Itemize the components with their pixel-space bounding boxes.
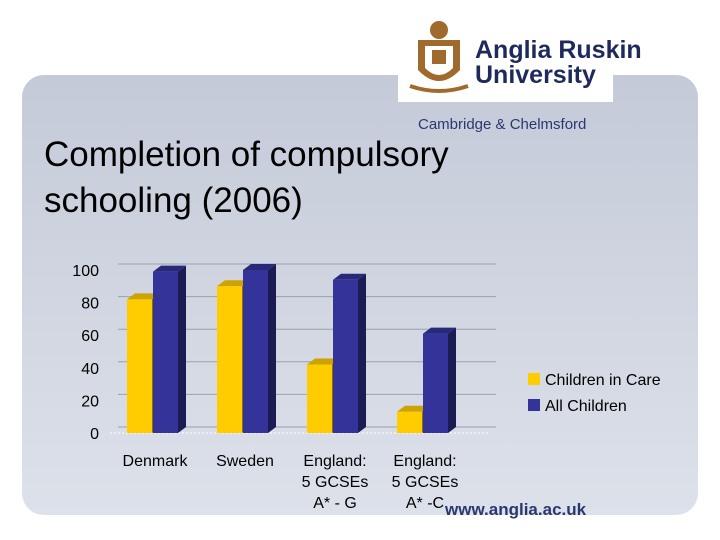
bar-top [127,293,160,300]
bar-top [333,273,366,280]
x-tick-label-line: England: [303,453,366,470]
y-tick-label: 20 [81,393,99,410]
campus: Cambridge & Chelmsford [418,116,586,133]
url: www.anglia.ac.uk [444,500,587,519]
bar [423,333,448,433]
bar-top [397,405,430,412]
legend-label: Children in Care [545,372,661,389]
y-tick-label: 0 [90,426,99,443]
x-tick-label: Denmark [123,453,189,470]
x-tick-label: England: 5 GCSEs A* -C [392,453,459,512]
bar [307,364,332,433]
bar [333,279,358,433]
bar-side [448,327,456,433]
x-tick-label: England: 5 GCSEs A* - G [302,453,369,512]
x-tick-label-line: A* - G [313,495,357,512]
bar-top [243,264,276,270]
y-tick-label: 100 [72,263,99,280]
bar-top [153,265,186,272]
bar [127,299,152,433]
x-tick-label-line: 5 GCSEs [392,474,459,491]
chart-title: Completion of compulsory schooling (2006… [44,135,449,220]
brand-name: Anglia Ruskin [475,36,642,64]
bar-top [217,280,250,287]
legend-swatch [528,399,540,411]
x-tick-label: Sweden [216,453,274,470]
x-tick-label-line: Denmark [123,453,189,470]
x-tick-label-line: 5 GCSEs [302,474,369,491]
bar [397,411,422,433]
y-tick-label: 60 [81,328,99,345]
crest [409,21,469,93]
x-tick-label-line: England: [393,453,456,470]
y-tick-label: 40 [81,361,99,378]
bar-top [307,358,340,365]
bar [153,271,178,433]
bar-side [178,265,186,433]
bar-top [423,327,456,334]
legend-swatch [528,373,540,385]
legend-label: All Children [545,398,627,415]
bar-side [268,264,276,433]
bar-side [358,273,366,433]
x-tick-label-line: A* -C [406,495,444,512]
bar [217,286,242,433]
x-tick-label-line: Sweden [216,453,274,470]
brand-name: University [475,61,596,89]
bar [243,270,268,433]
y-tick-label: 80 [81,296,99,313]
